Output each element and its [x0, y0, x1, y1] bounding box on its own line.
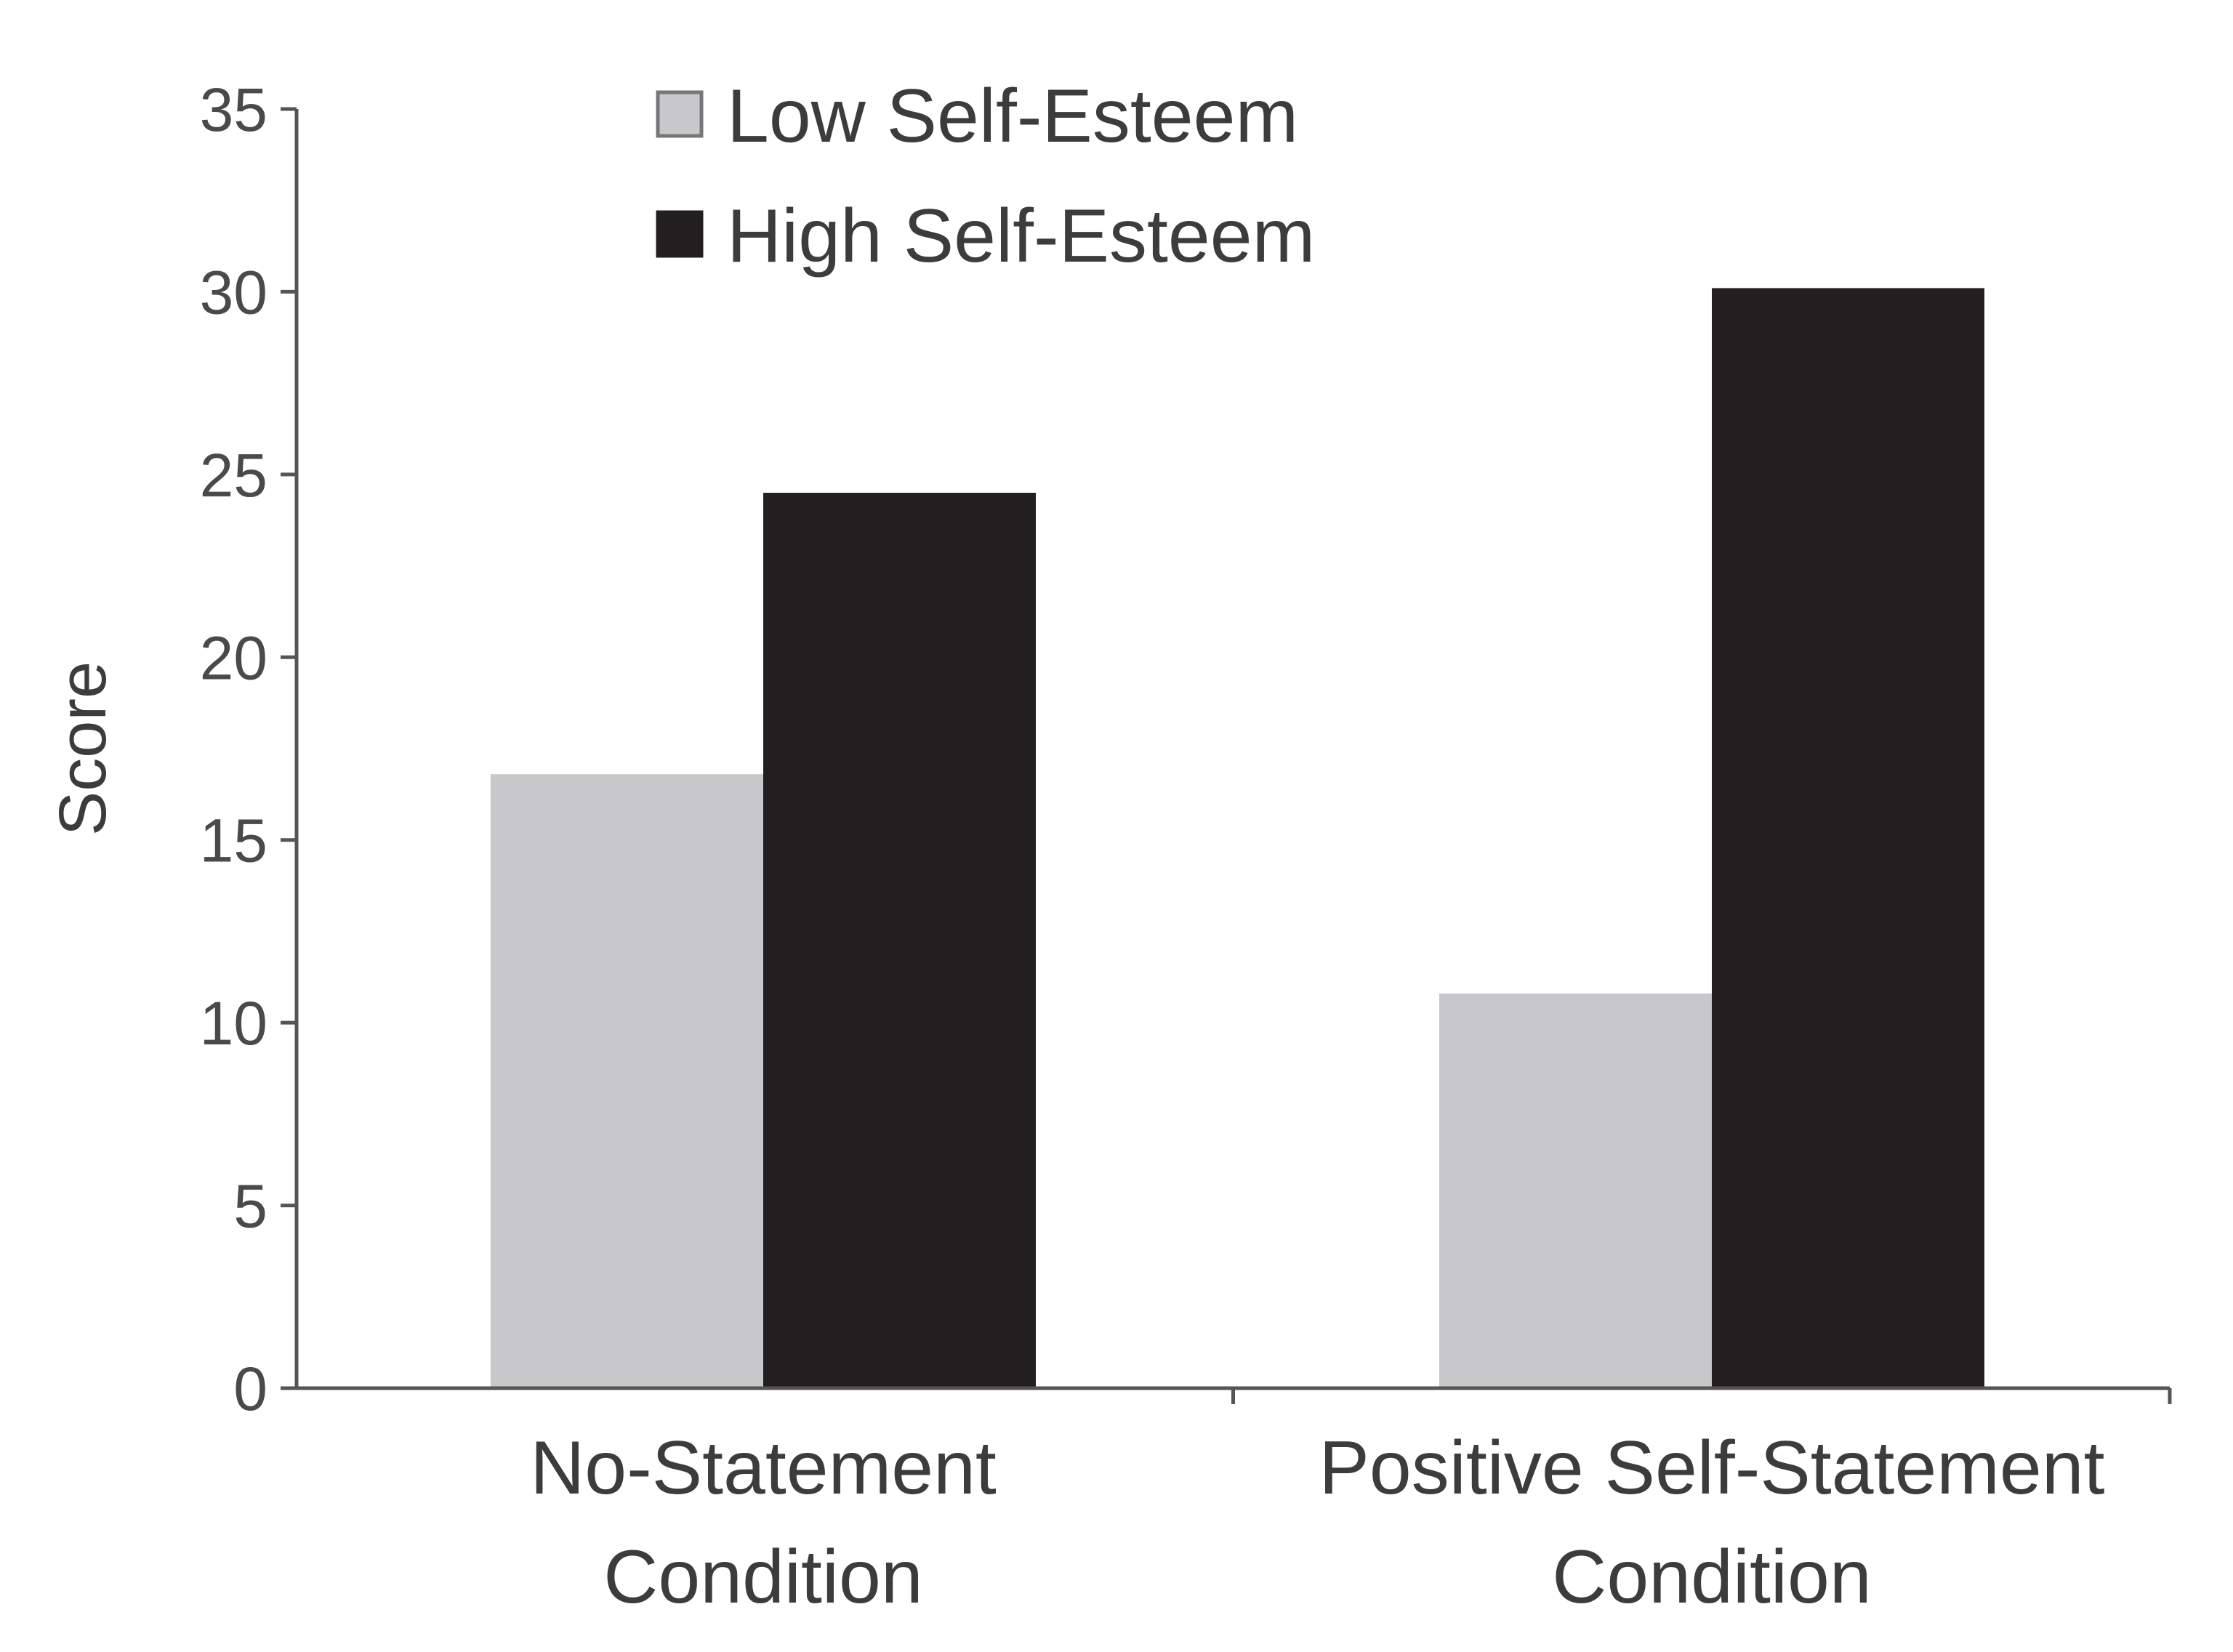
legend: Low Self-Esteem High Self-Esteem — [656, 74, 1315, 278]
x-category-label: No-Statement — [530, 1426, 997, 1510]
y-tick-label: 5 — [233, 1172, 267, 1241]
bar-high-self-esteem — [1712, 288, 1984, 1388]
legend-label-low-self-esteem: Low Self-Esteem — [727, 74, 1298, 158]
y-tick-label: 10 — [200, 989, 267, 1057]
legend-swatch-low-self-esteem — [656, 90, 704, 138]
y-tick-label: 0 — [233, 1355, 267, 1423]
y-axis-title: Score — [46, 661, 120, 836]
y-tick-label: 30 — [200, 258, 267, 326]
legend-label-high-self-esteem: High Self-Esteem — [727, 194, 1315, 278]
axes-group — [294, 109, 2172, 1404]
bar-high-self-esteem — [763, 493, 1036, 1388]
x-category-label: Condition — [603, 1535, 922, 1619]
y-tick-label: 35 — [200, 76, 267, 144]
x-categories-group: No-Statement Condition Positive Self-State… — [530, 1426, 2104, 1619]
y-tick-label: 15 — [200, 807, 267, 875]
legend-swatch-high-self-esteem — [656, 210, 704, 258]
y-ticks-group: 0 5 10 15 20 25 30 35 — [200, 76, 297, 1423]
x-category-label: Condition — [1552, 1535, 1871, 1619]
y-tick-label: 25 — [200, 441, 267, 509]
y-tick-label: 20 — [200, 624, 267, 692]
bar-low-self-esteem — [491, 774, 763, 1388]
x-category-label: Positive Self-Statement — [1319, 1426, 2105, 1510]
bar-low-self-esteem — [1439, 993, 1712, 1388]
bars-group — [491, 288, 1984, 1388]
